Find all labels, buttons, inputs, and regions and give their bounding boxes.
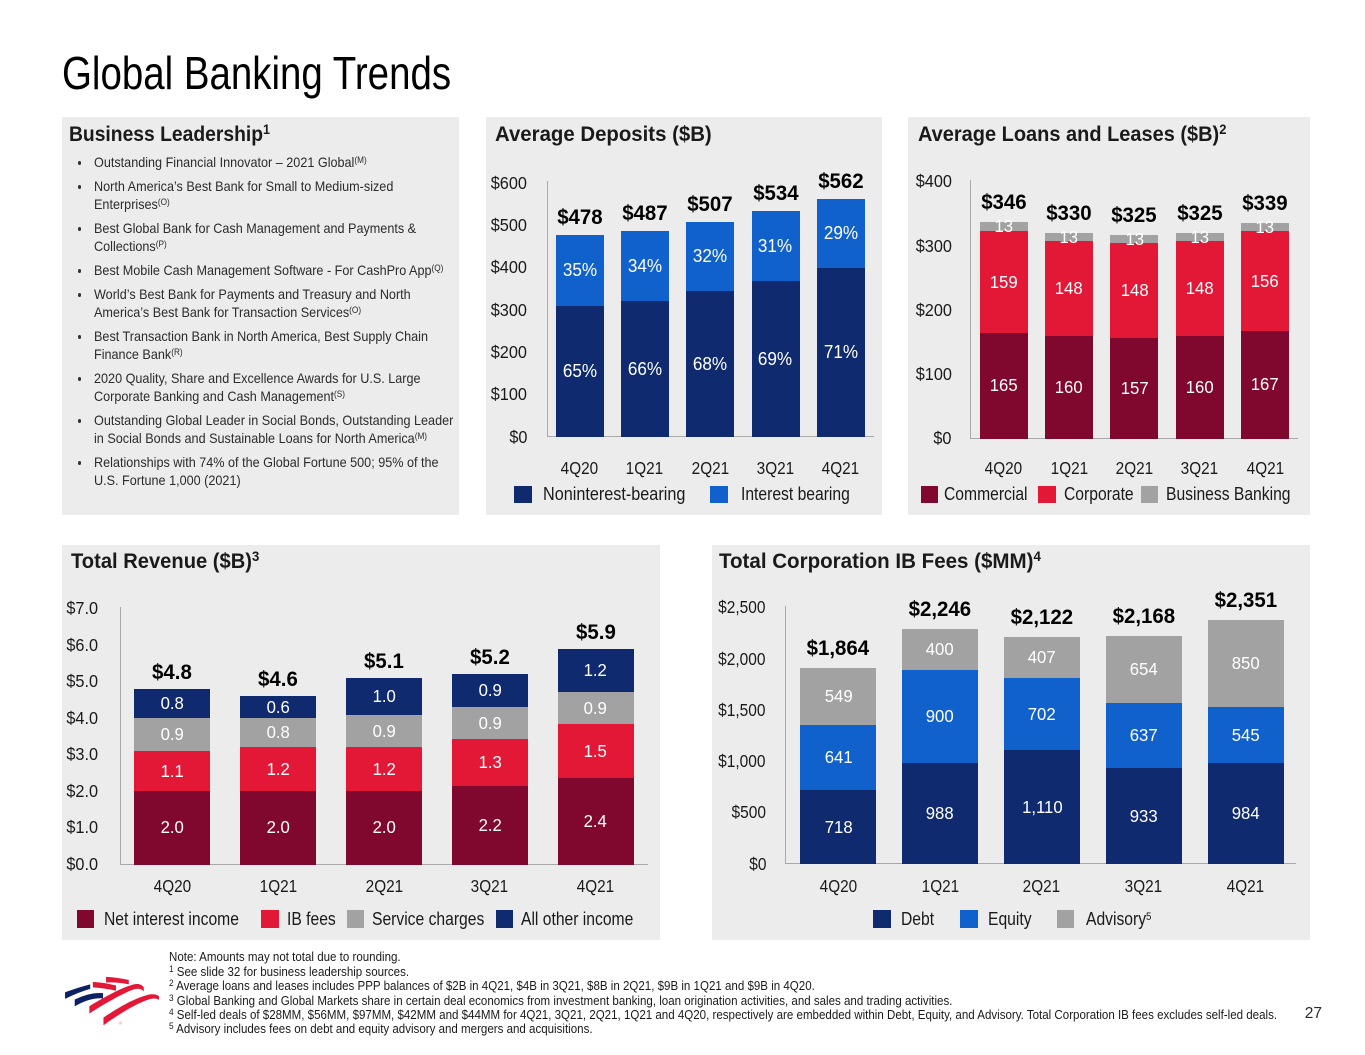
svg-text:®: ® [119, 1020, 123, 1027]
